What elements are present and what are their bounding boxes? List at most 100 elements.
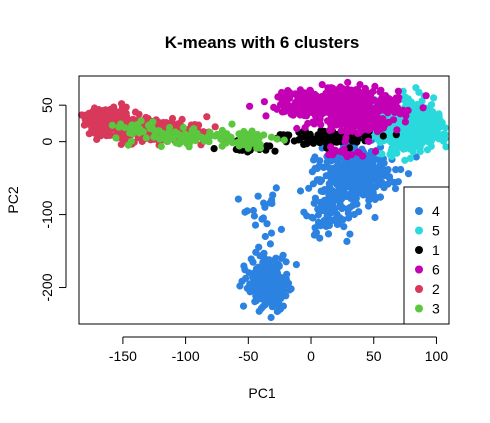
data-point bbox=[174, 130, 182, 138]
data-point bbox=[396, 110, 404, 118]
data-point bbox=[203, 113, 211, 121]
data-point bbox=[412, 153, 420, 161]
data-point bbox=[243, 130, 251, 138]
data-point bbox=[117, 122, 125, 130]
data-point bbox=[363, 183, 372, 191]
data-point bbox=[271, 147, 279, 155]
data-point bbox=[337, 112, 345, 121]
data-point bbox=[260, 98, 268, 106]
data-point bbox=[206, 128, 214, 136]
data-point bbox=[422, 129, 430, 138]
data-point bbox=[391, 108, 399, 116]
data-point bbox=[144, 121, 153, 129]
data-point bbox=[246, 280, 254, 288]
data-point bbox=[323, 212, 331, 220]
data-point bbox=[233, 139, 241, 147]
data-point bbox=[101, 106, 109, 114]
legend-marker bbox=[415, 226, 423, 235]
data-point bbox=[385, 95, 393, 103]
data-point bbox=[284, 101, 292, 109]
data-point bbox=[411, 113, 420, 121]
legend-marker bbox=[415, 265, 423, 274]
data-point bbox=[262, 146, 270, 154]
data-point bbox=[251, 221, 260, 229]
data-point bbox=[347, 176, 355, 184]
legend-marker bbox=[415, 207, 423, 215]
data-point bbox=[359, 160, 367, 168]
data-point bbox=[259, 214, 267, 222]
data-point bbox=[296, 187, 305, 195]
data-point bbox=[164, 137, 172, 146]
data-point bbox=[268, 199, 276, 208]
data-point bbox=[309, 214, 317, 222]
data-point bbox=[346, 144, 354, 152]
data-point bbox=[296, 86, 304, 94]
data-point bbox=[280, 136, 288, 144]
data-point bbox=[246, 288, 254, 296]
data-point bbox=[361, 84, 369, 93]
data-point bbox=[271, 263, 279, 271]
data-point bbox=[406, 154, 414, 162]
data-point bbox=[179, 134, 188, 142]
data-point bbox=[419, 104, 427, 112]
data-point bbox=[376, 106, 384, 115]
data-point bbox=[247, 255, 255, 263]
data-point bbox=[240, 262, 248, 270]
data-point bbox=[365, 196, 373, 204]
data-point bbox=[364, 137, 372, 145]
data-point bbox=[359, 126, 367, 134]
data-point bbox=[318, 103, 326, 111]
data-point bbox=[369, 113, 377, 121]
data-point bbox=[228, 120, 236, 128]
data-point bbox=[287, 285, 295, 293]
data-point bbox=[274, 301, 282, 309]
legend-label: 5 bbox=[432, 223, 440, 239]
data-point bbox=[332, 215, 340, 223]
data-point bbox=[320, 137, 328, 145]
data-point bbox=[389, 116, 398, 124]
data-point bbox=[266, 240, 274, 248]
x-tick-label: -150 bbox=[109, 348, 137, 364]
data-point bbox=[408, 143, 417, 151]
data-point bbox=[91, 119, 99, 127]
data-point bbox=[376, 119, 384, 127]
data-point bbox=[260, 199, 268, 207]
data-point bbox=[137, 117, 145, 125]
data-point bbox=[352, 88, 360, 96]
data-point bbox=[274, 93, 282, 101]
data-point bbox=[381, 172, 389, 180]
data-point bbox=[326, 196, 334, 204]
x-tick-label: -50 bbox=[238, 348, 258, 364]
data-point bbox=[308, 136, 316, 144]
data-point bbox=[354, 135, 362, 143]
data-point bbox=[365, 121, 373, 129]
data-point bbox=[248, 127, 256, 135]
y-tick-label: 0 bbox=[39, 138, 55, 146]
series-6 bbox=[246, 78, 430, 161]
data-point bbox=[403, 133, 411, 141]
data-point bbox=[308, 168, 316, 176]
data-point bbox=[316, 96, 324, 104]
y-tick-label: 50 bbox=[39, 97, 55, 113]
data-point bbox=[262, 112, 270, 120]
data-point bbox=[325, 202, 333, 210]
data-point bbox=[326, 187, 334, 195]
data-point bbox=[329, 151, 337, 159]
data-point bbox=[316, 234, 324, 242]
data-point bbox=[97, 123, 105, 132]
data-point bbox=[322, 172, 330, 180]
data-point bbox=[435, 110, 443, 118]
data-point bbox=[330, 101, 338, 109]
data-point bbox=[364, 202, 373, 210]
data-point bbox=[310, 199, 318, 207]
data-point bbox=[314, 211, 322, 219]
data-point bbox=[318, 81, 326, 89]
data-point bbox=[283, 270, 291, 278]
data-point bbox=[360, 117, 369, 125]
data-point bbox=[340, 223, 348, 231]
data-point bbox=[157, 142, 165, 151]
data-point bbox=[264, 293, 272, 301]
legend-label: 3 bbox=[432, 301, 440, 317]
data-point bbox=[324, 84, 332, 92]
x-axis-label: PC1 bbox=[248, 385, 275, 401]
